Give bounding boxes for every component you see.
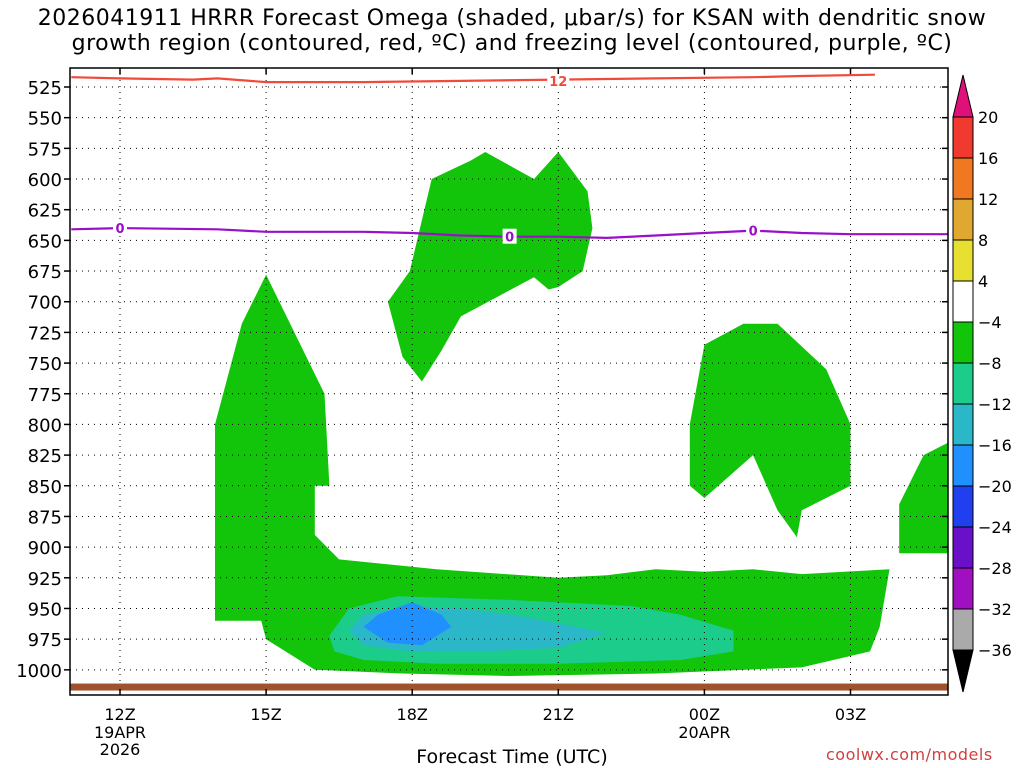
contour-label-bg [113, 220, 127, 236]
y-tick-label: 725 [28, 323, 62, 344]
contour-label-bg [746, 222, 761, 238]
colorbar: 20 16 12 8 4 −4 −8 −12 −16 −20 −24 −28 −32 −36 [952, 74, 1012, 693]
colorbar-segment [952, 403, 974, 446]
x-tick-label: 00Z [689, 705, 720, 724]
contour-label: 0 [115, 222, 124, 237]
colorbar-segment [952, 157, 974, 200]
y-tick-label: 525 [28, 78, 62, 99]
y-tick-label: 700 [28, 293, 62, 314]
colorbar-label: 8 [978, 231, 988, 250]
contour-label: 0 [749, 225, 758, 240]
y-tick-label: 975 [28, 630, 62, 651]
colorbar-bottom-arrow [952, 649, 974, 693]
colorbar-segment [952, 362, 974, 405]
y-axis-ticks: 525 550 575 600 625 650 675 700 725 750 775 800 825 8… [16, 78, 948, 682]
x-tick-sublabel: 20APR [678, 723, 730, 742]
y-tick-label: 600 [28, 170, 62, 191]
x-tick-label: 15Z [250, 705, 281, 724]
colorbar-label: −20 [978, 477, 1012, 496]
credit-text[interactable]: coolwx.com/models [826, 745, 993, 764]
colorbar-label: −12 [978, 395, 1012, 414]
y-tick-label: 900 [28, 538, 62, 559]
y-tick-label: 800 [28, 415, 62, 436]
colorbar-top-arrow [952, 74, 974, 118]
x-tick-sublabel: 2026 [100, 740, 141, 759]
colorbar-label: 20 [978, 108, 998, 127]
y-tick-label: 925 [28, 569, 62, 590]
colorbar-segment [952, 321, 974, 364]
colorbar-label: −24 [978, 518, 1012, 537]
contour-label-bg [547, 72, 570, 88]
colorbar-label: 12 [978, 190, 998, 209]
omega-region-3 [899, 442, 948, 554]
x-tick-label: 21Z [543, 705, 574, 724]
colorbar-segment [952, 198, 974, 241]
surface-ground-band [70, 683, 948, 691]
colorbar-label: 16 [978, 149, 998, 168]
x-tick-sublabel: 19APR [94, 723, 146, 742]
y-tick-label: 825 [28, 446, 62, 467]
colorbar-label: 4 [978, 272, 988, 291]
x-tick-label: 03Z [835, 705, 866, 724]
omega-region-1 [387, 152, 593, 382]
colorbar-label: −32 [978, 600, 1012, 619]
colorbar-label: −16 [978, 436, 1012, 455]
y-tick-label: 650 [28, 231, 62, 252]
surface-band [70, 683, 948, 691]
x-tick-label: 18Z [397, 705, 428, 724]
y-tick-label: 625 [28, 201, 62, 222]
colorbar-label: −8 [978, 354, 1002, 373]
contour-line-0 [71, 73, 875, 84]
y-tick-label: 1000 [16, 661, 62, 682]
x-axis-label: Forecast Time (UTC) [416, 746, 608, 768]
y-tick-label: 575 [28, 139, 62, 160]
colorbar-segment [952, 444, 974, 487]
omega-shaded-regions [215, 152, 948, 676]
contour-label-bg [502, 228, 517, 244]
y-tick-label: 850 [28, 477, 62, 498]
omega-region-6 [363, 602, 452, 646]
chart-title: 2026041911 HRRR Forecast Omega (shaded, … [0, 6, 1024, 56]
colorbar-segment [952, 567, 974, 610]
colorbar-segment [952, 526, 974, 569]
omega-region-0 [215, 274, 890, 676]
y-tick-label: 775 [28, 385, 62, 406]
y-tick-label: 550 [28, 109, 62, 130]
colorbar-label: −36 [978, 641, 1012, 660]
colorbar-segment [952, 116, 974, 159]
y-tick-label: 750 [28, 354, 62, 375]
colorbar-label: −28 [978, 559, 1012, 578]
omega-region-2 [689, 323, 851, 538]
y-tick-label: 950 [28, 599, 62, 620]
y-tick-label: 675 [28, 262, 62, 283]
colorbar-segment [952, 239, 974, 282]
colorbar-segment [952, 608, 974, 651]
contour-label: 0 [505, 231, 514, 246]
x-tick-label: 12Z [104, 705, 135, 724]
title-line-1: 2026041911 HRRR Forecast Omega (shaded, … [37, 6, 987, 31]
colorbar-segment [952, 485, 974, 528]
title-line-2: growth region (contoured, red, ºC) and f… [71, 31, 953, 56]
plot-frame [69, 67, 949, 696]
contour-lines: 12 0 0 0 [71, 72, 948, 246]
colorbar-segment [952, 280, 974, 323]
y-tick-label: 875 [28, 507, 62, 528]
grid-lines [70, 68, 948, 695]
colorbar-label: −4 [978, 313, 1002, 332]
contour-line-1 [71, 226, 948, 240]
contour-label: 12 [549, 75, 567, 90]
